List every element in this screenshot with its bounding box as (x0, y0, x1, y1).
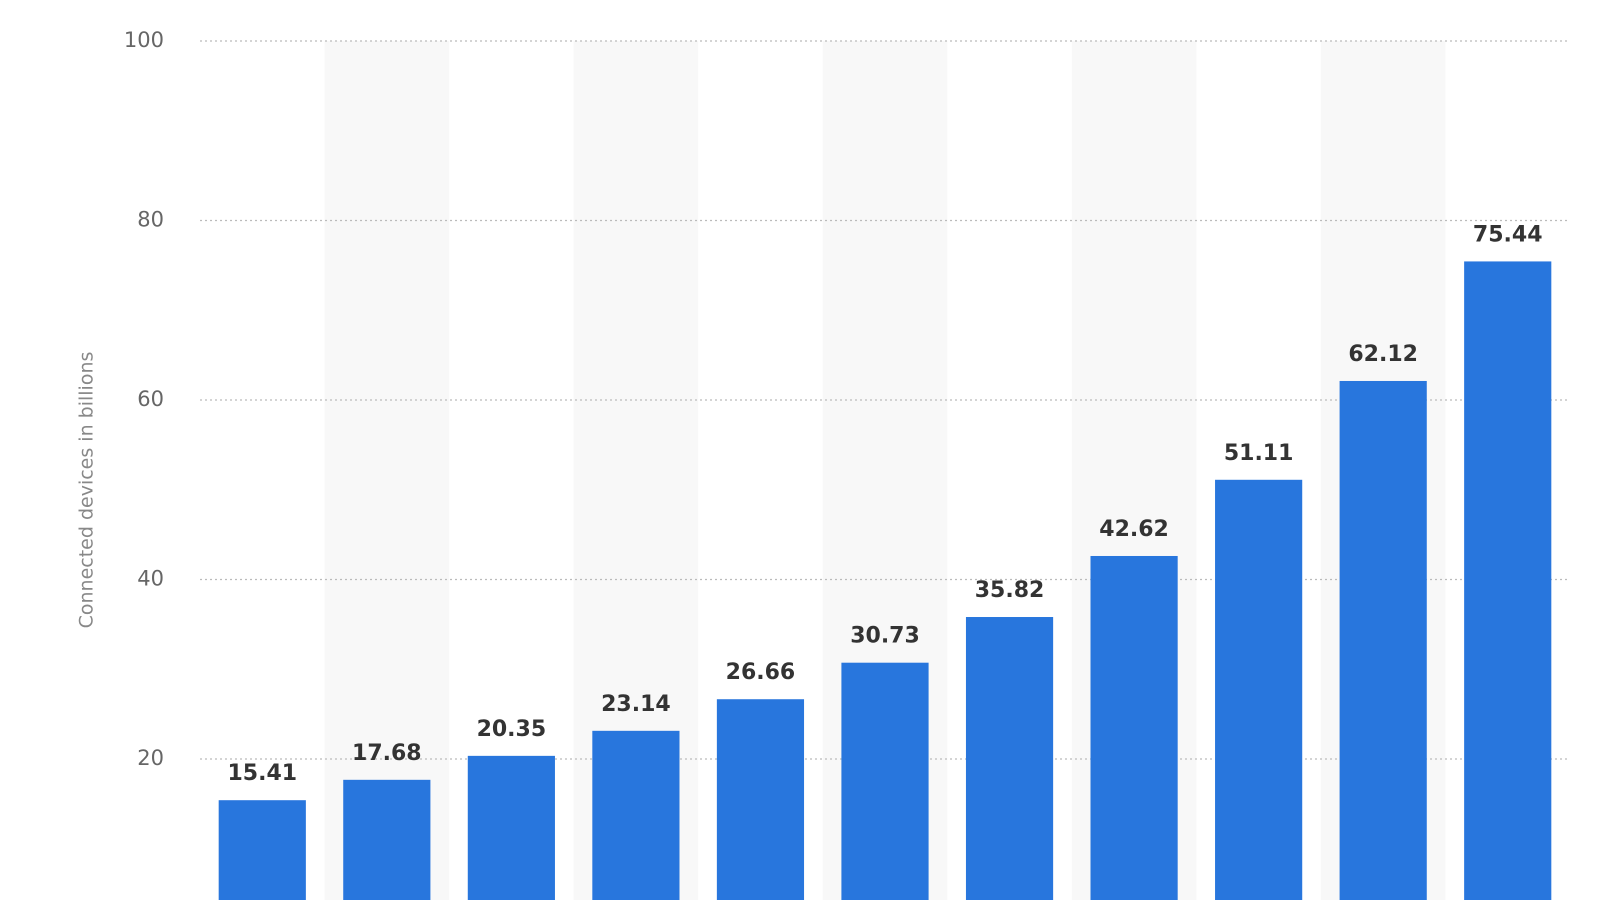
bar (716, 699, 805, 900)
data-label: 30.73 (850, 624, 920, 649)
bar (592, 730, 680, 900)
data-label: 26.66 (726, 660, 796, 685)
data-label: 62.12 (1348, 342, 1418, 367)
bar (1464, 261, 1552, 900)
y-tick-label: 40 (137, 567, 164, 591)
bar (467, 755, 555, 900)
data-label: 51.11 (1224, 441, 1294, 466)
background-band (324, 41, 450, 900)
data-label: 35.82 (975, 578, 1045, 603)
data-label: 75.44 (1473, 222, 1543, 247)
bar (965, 617, 1054, 900)
y-axis-title: Connected devices in billions (76, 352, 98, 629)
bar (1215, 479, 1303, 900)
y-tick-label: 20 (137, 746, 164, 770)
bar (1339, 380, 1427, 900)
bar (343, 779, 431, 900)
data-label: 42.62 (1099, 517, 1169, 542)
data-label: 17.68 (352, 741, 422, 766)
bar (841, 662, 929, 900)
data-label: 23.14 (601, 692, 671, 717)
y-tick-label: 60 (137, 387, 164, 411)
bar (218, 800, 306, 900)
data-label: 15.41 (227, 761, 297, 786)
data-label: 20.35 (477, 717, 547, 742)
bar (1090, 555, 1178, 900)
y-tick-label: 100 (124, 28, 164, 52)
y-tick-label: 80 (137, 208, 164, 232)
